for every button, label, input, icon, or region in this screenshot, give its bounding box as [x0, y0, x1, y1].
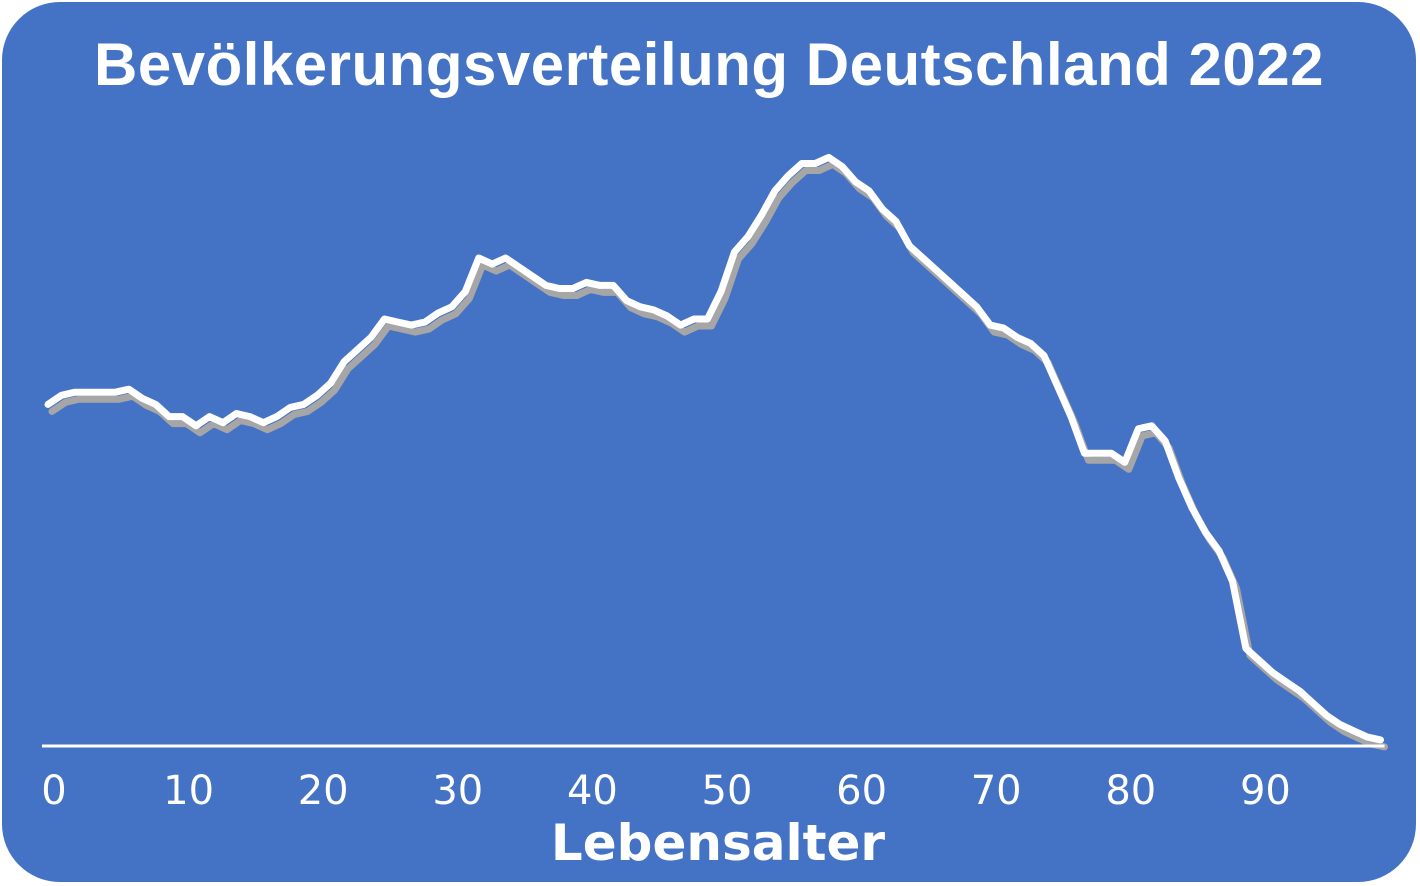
chart-title: Bevölkerungsverteilung Deutschland 2022	[94, 31, 1324, 98]
x-tick-label-0: 0	[41, 768, 66, 814]
x-tick-label-10: 10	[163, 768, 214, 814]
x-tick-label-80: 80	[1105, 768, 1156, 814]
x-tick-label-90: 90	[1240, 768, 1291, 814]
x-tick-label-60: 60	[836, 768, 887, 814]
x-tick-label-70: 70	[971, 768, 1022, 814]
x-tick-label-50: 50	[702, 768, 753, 814]
series-line-shadow	[48, 160, 1388, 751]
x-axis-label: Lebensalter	[550, 814, 886, 872]
x-tick-label-20: 20	[298, 768, 349, 814]
x-tick-label-40: 40	[567, 768, 618, 814]
series-line	[44, 153, 1384, 744]
drop-lines	[46, 157, 1382, 746]
x-axis-ticks: 0 10 20 30 40 50 60 70 80 90	[41, 768, 1291, 814]
x-tick-label-30: 30	[432, 768, 483, 814]
